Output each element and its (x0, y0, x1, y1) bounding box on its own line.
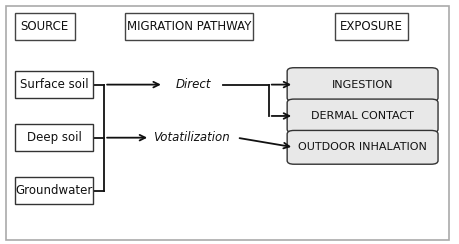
Text: Votatilization: Votatilization (152, 131, 229, 144)
FancyBboxPatch shape (124, 13, 252, 40)
Text: MIGRATION PATHWAY: MIGRATION PATHWAY (126, 20, 251, 33)
Text: INGESTION: INGESTION (331, 80, 392, 90)
FancyBboxPatch shape (286, 68, 437, 102)
Text: Groundwater: Groundwater (15, 184, 92, 197)
FancyBboxPatch shape (335, 13, 408, 40)
FancyBboxPatch shape (286, 99, 437, 133)
Text: Direct: Direct (175, 78, 211, 91)
Text: Surface soil: Surface soil (20, 78, 88, 91)
FancyBboxPatch shape (6, 6, 448, 240)
FancyBboxPatch shape (15, 124, 93, 151)
Text: EXPOSURE: EXPOSURE (340, 20, 403, 33)
FancyBboxPatch shape (15, 13, 74, 40)
FancyBboxPatch shape (286, 131, 437, 164)
Text: Deep soil: Deep soil (27, 131, 81, 144)
Text: DERMAL CONTACT: DERMAL CONTACT (310, 111, 413, 121)
Text: SOURCE: SOURCE (21, 20, 69, 33)
Text: OUTDOOR INHALATION: OUTDOOR INHALATION (297, 142, 426, 152)
FancyBboxPatch shape (15, 177, 93, 204)
FancyBboxPatch shape (15, 71, 93, 98)
